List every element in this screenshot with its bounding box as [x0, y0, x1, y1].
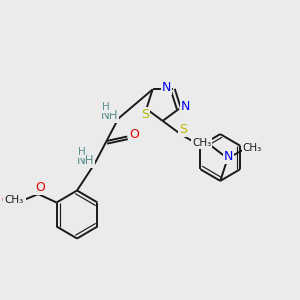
Text: N: N	[224, 150, 233, 164]
Text: N: N	[181, 100, 190, 113]
Text: O: O	[35, 181, 45, 194]
Text: OCH₃: OCH₃	[2, 196, 26, 205]
Text: CH₃: CH₃	[192, 138, 211, 148]
Text: NH: NH	[76, 154, 94, 167]
Text: N: N	[162, 80, 171, 94]
Text: S: S	[179, 122, 187, 136]
Text: CH₃: CH₃	[242, 143, 262, 153]
Text: H: H	[102, 102, 110, 112]
Text: O: O	[129, 128, 139, 142]
Text: CH₃: CH₃	[4, 195, 23, 205]
Text: NH: NH	[101, 109, 118, 122]
Text: S: S	[141, 108, 149, 121]
Text: H: H	[78, 147, 85, 157]
